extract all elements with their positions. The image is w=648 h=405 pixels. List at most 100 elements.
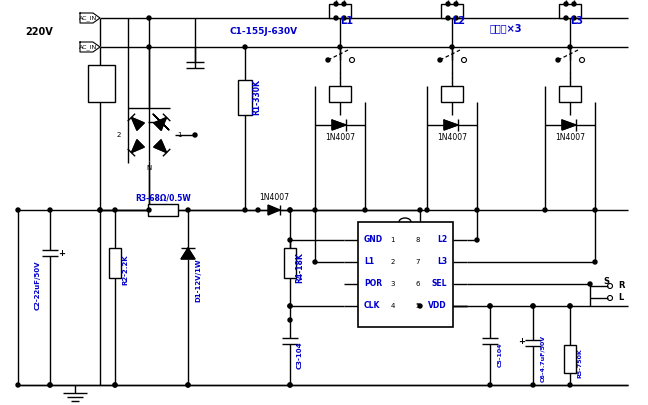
Text: 3: 3 [391, 281, 395, 287]
Circle shape [98, 208, 102, 212]
Circle shape [446, 2, 450, 6]
Text: +: + [58, 249, 65, 258]
Circle shape [531, 304, 535, 308]
Circle shape [288, 304, 292, 308]
Text: L1: L1 [364, 258, 374, 266]
Text: GND: GND [364, 235, 383, 245]
Circle shape [334, 16, 338, 20]
Circle shape [588, 282, 592, 286]
Circle shape [147, 208, 151, 212]
Polygon shape [562, 120, 576, 130]
Text: S: S [603, 277, 609, 286]
Polygon shape [181, 248, 195, 259]
Circle shape [16, 208, 20, 212]
Circle shape [193, 133, 197, 137]
Text: AC_IN: AC_IN [79, 44, 97, 50]
Circle shape [288, 383, 292, 387]
Circle shape [363, 208, 367, 212]
Text: 4: 4 [391, 303, 395, 309]
Text: R3-68Ω/0.5W: R3-68Ω/0.5W [135, 194, 191, 202]
Bar [559, 86, 581, 102]
Text: SEL: SEL [432, 279, 447, 288]
Circle shape [475, 208, 479, 212]
Bar [441, 4, 463, 18]
Text: CLK: CLK [364, 301, 380, 311]
Text: C1-155J-630V: C1-155J-630V [230, 28, 298, 36]
Text: POR: POR [364, 279, 382, 288]
Circle shape [48, 383, 52, 387]
Text: R4-18K: R4-18K [295, 253, 305, 284]
Text: 1N4007: 1N4007 [555, 132, 585, 141]
Polygon shape [154, 140, 167, 153]
Polygon shape [444, 120, 458, 130]
Circle shape [338, 45, 342, 49]
Polygon shape [80, 42, 100, 52]
Circle shape [418, 304, 422, 308]
Bar [329, 4, 351, 18]
Circle shape [568, 304, 572, 308]
Circle shape [572, 16, 576, 20]
Polygon shape [154, 117, 167, 130]
Circle shape [113, 383, 117, 387]
Text: C5-104: C5-104 [498, 343, 502, 367]
Text: 1: 1 [177, 132, 181, 138]
Text: 220V: 220V [25, 27, 52, 37]
Circle shape [243, 45, 247, 49]
Text: R: R [618, 281, 625, 290]
Text: 5: 5 [415, 303, 419, 309]
Circle shape [288, 208, 292, 212]
Text: VDD: VDD [428, 301, 447, 311]
Text: 1N4007: 1N4007 [325, 132, 355, 141]
Bar [564, 345, 576, 373]
Circle shape [564, 2, 568, 6]
Circle shape [113, 383, 117, 387]
Circle shape [593, 208, 597, 212]
Bar [559, 4, 581, 18]
Circle shape [475, 238, 479, 242]
Circle shape [186, 208, 190, 212]
Circle shape [531, 383, 535, 387]
Circle shape [342, 16, 346, 20]
Bar [284, 248, 296, 278]
Bar [441, 86, 463, 102]
Bar [329, 86, 351, 102]
Circle shape [113, 208, 117, 212]
Circle shape [593, 260, 597, 264]
Text: L2: L2 [437, 235, 447, 245]
Text: L3: L3 [437, 258, 447, 266]
Circle shape [256, 208, 260, 212]
Circle shape [556, 58, 560, 62]
Circle shape [48, 383, 52, 387]
Circle shape [186, 383, 190, 387]
Circle shape [334, 2, 338, 6]
Bar [358, 222, 453, 327]
Circle shape [543, 208, 547, 212]
Text: D1-12V/1W: D1-12V/1W [195, 258, 201, 302]
Circle shape [418, 208, 422, 212]
Polygon shape [132, 140, 145, 153]
Circle shape [342, 2, 346, 6]
Circle shape [454, 2, 458, 6]
Text: C2-22uF/50V: C2-22uF/50V [35, 260, 41, 310]
Circle shape [454, 16, 458, 20]
Polygon shape [80, 13, 100, 23]
Circle shape [446, 16, 450, 20]
Circle shape [313, 208, 317, 212]
Text: L1: L1 [340, 16, 353, 26]
Text: 继电器×3: 继电器×3 [490, 23, 522, 33]
Circle shape [147, 45, 151, 49]
Text: +: + [518, 337, 525, 347]
Bar [148, 204, 178, 216]
Text: 2: 2 [391, 259, 395, 265]
Circle shape [16, 383, 20, 387]
Circle shape [564, 16, 568, 20]
Circle shape [288, 383, 292, 387]
Circle shape [568, 304, 572, 308]
Text: 1N4007: 1N4007 [259, 194, 289, 202]
Circle shape [313, 260, 317, 264]
Circle shape [288, 208, 292, 212]
Text: 2: 2 [117, 132, 121, 138]
Polygon shape [268, 205, 280, 215]
Circle shape [147, 16, 151, 20]
Bar [109, 248, 121, 278]
